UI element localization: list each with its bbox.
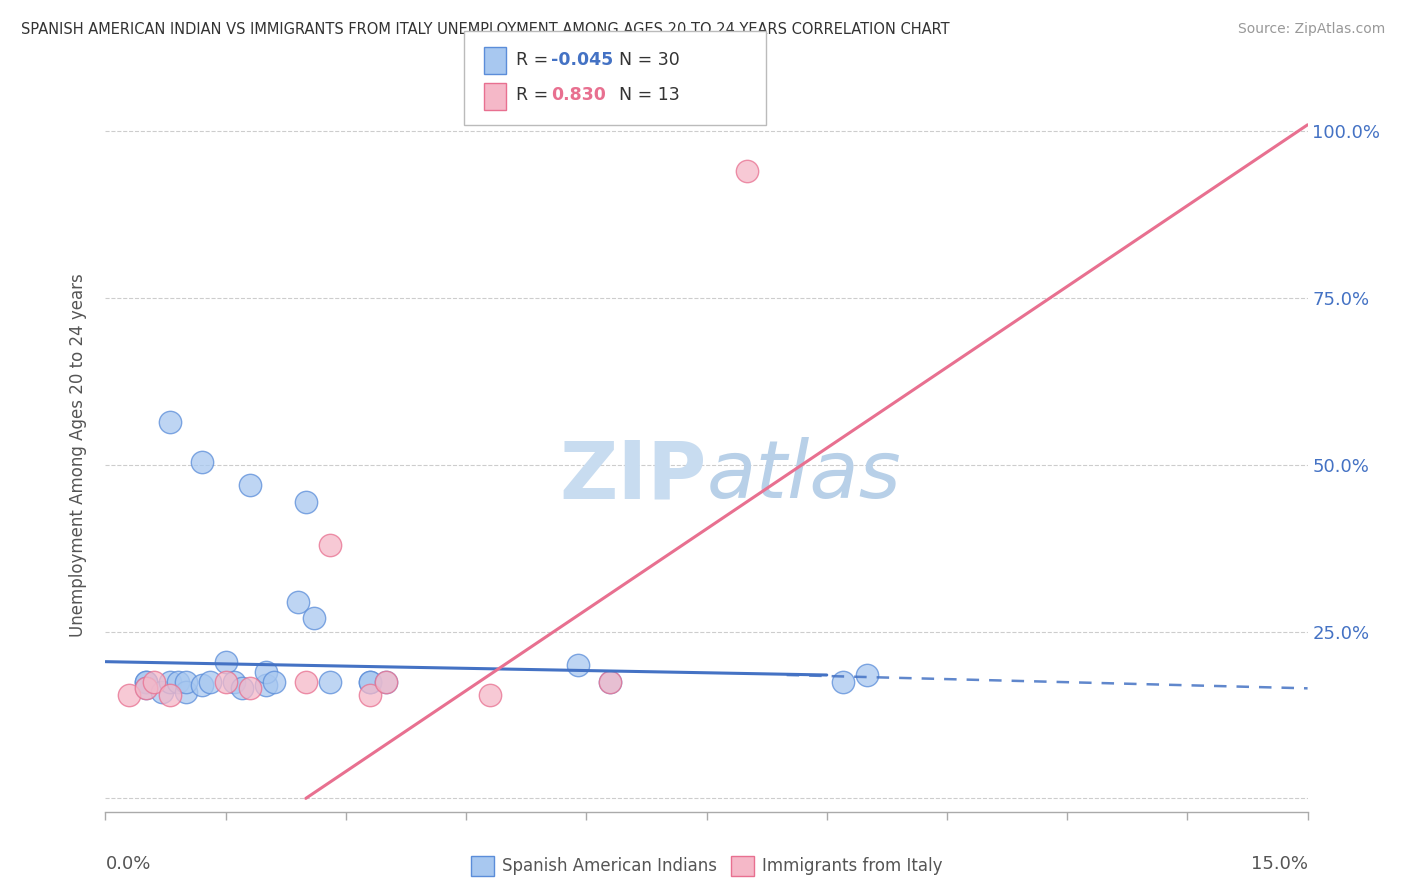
Text: Spanish American Indians: Spanish American Indians: [502, 857, 717, 875]
Text: Source: ZipAtlas.com: Source: ZipAtlas.com: [1237, 22, 1385, 37]
Point: [263, 674, 285, 689]
Point: [855, 668, 877, 682]
Point: [254, 665, 277, 679]
Point: [135, 674, 157, 689]
Point: [302, 611, 325, 625]
Point: [159, 674, 181, 689]
Point: [135, 674, 157, 689]
Point: [150, 684, 173, 698]
Text: -0.045: -0.045: [551, 51, 613, 69]
Point: [359, 688, 381, 702]
Point: [166, 674, 188, 689]
Y-axis label: Unemployment Among Ages 20 to 24 years: Unemployment Among Ages 20 to 24 years: [69, 273, 87, 637]
Point: [214, 655, 236, 669]
Point: [159, 688, 181, 702]
Point: [359, 674, 381, 689]
Point: [295, 494, 318, 508]
Point: [479, 688, 502, 702]
Point: [254, 678, 277, 692]
Point: [295, 674, 318, 689]
Point: [174, 684, 197, 698]
Point: [359, 674, 381, 689]
Point: [319, 538, 342, 552]
Text: 0.0%: 0.0%: [105, 855, 150, 872]
Point: [374, 674, 398, 689]
Point: [135, 681, 157, 696]
Text: R =: R =: [516, 51, 554, 69]
Text: ZIP: ZIP: [560, 437, 707, 516]
Point: [174, 674, 197, 689]
Text: atlas: atlas: [707, 437, 901, 516]
Point: [222, 674, 245, 689]
Point: [374, 674, 398, 689]
Point: [190, 678, 212, 692]
Point: [142, 674, 165, 689]
Point: [198, 674, 221, 689]
Text: Immigrants from Italy: Immigrants from Italy: [762, 857, 942, 875]
Text: SPANISH AMERICAN INDIAN VS IMMIGRANTS FROM ITALY UNEMPLOYMENT AMONG AGES 20 TO 2: SPANISH AMERICAN INDIAN VS IMMIGRANTS FR…: [21, 22, 949, 37]
Point: [319, 674, 342, 689]
Point: [239, 478, 262, 492]
Point: [231, 681, 253, 696]
Point: [831, 674, 853, 689]
Point: [159, 415, 181, 429]
Point: [735, 164, 758, 178]
Text: 0.830: 0.830: [551, 87, 606, 104]
Text: R =: R =: [516, 87, 560, 104]
Point: [135, 681, 157, 696]
Point: [214, 674, 236, 689]
Text: N = 30: N = 30: [619, 51, 679, 69]
Text: N = 13: N = 13: [619, 87, 679, 104]
Point: [287, 594, 309, 608]
Point: [599, 674, 621, 689]
Point: [599, 674, 621, 689]
Point: [567, 658, 589, 673]
Text: 15.0%: 15.0%: [1250, 855, 1308, 872]
Point: [239, 681, 262, 696]
Point: [190, 454, 212, 468]
Point: [118, 688, 141, 702]
